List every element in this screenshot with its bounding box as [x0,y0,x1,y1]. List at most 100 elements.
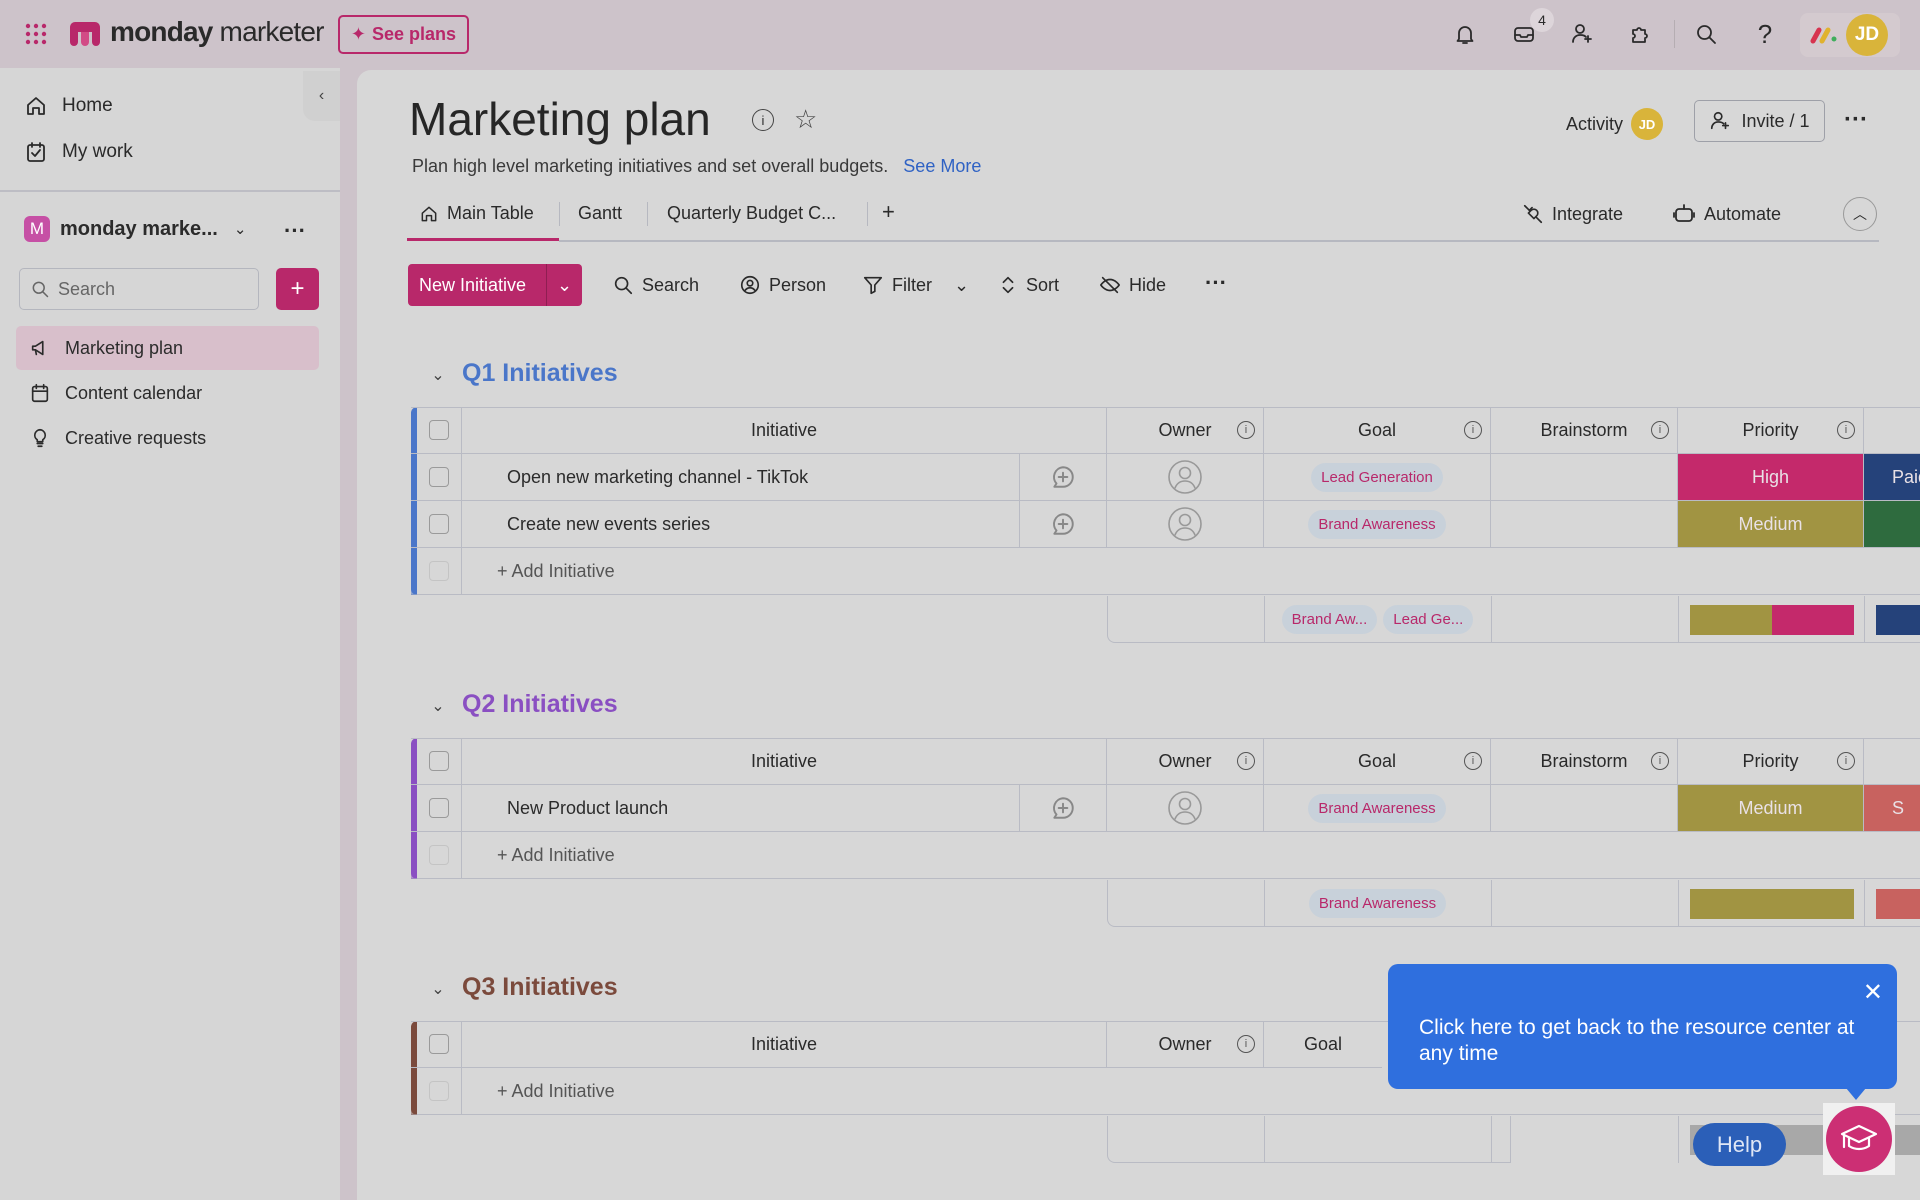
apps-grid-icon[interactable] [22,20,50,48]
row-checkbox-cell[interactable] [411,785,462,832]
collapse-group-chevron-icon[interactable]: ⌄ [431,367,445,384]
goal-cell[interactable]: Lead Generation [1264,454,1491,501]
row-checkbox-cell[interactable] [411,454,462,501]
help-button[interactable]: Help [1693,1123,1786,1166]
person-filter-button[interactable]: Person [739,274,826,296]
column-header-brainstorm[interactable]: Brainstorm i [1491,738,1678,785]
info-icon[interactable]: i [752,109,774,131]
puzzle-icon[interactable] [1624,18,1656,50]
group-title[interactable]: Q3 Initiatives [462,973,618,1001]
see-more-link[interactable]: See More [903,156,982,176]
info-icon[interactable]: i [1464,421,1482,439]
info-icon[interactable]: i [1237,1035,1255,1053]
sidebar-item-content-calendar[interactable]: Content calendar [16,371,319,415]
select-all-checkbox-cell[interactable] [411,738,462,785]
workspace-more-icon[interactable]: ··· [284,218,306,243]
board-more-icon[interactable]: ··· [1844,106,1868,133]
select-all-checkbox-cell[interactable] [411,407,462,454]
checkbox[interactable] [429,420,449,440]
star-icon[interactable]: ☆ [794,104,818,134]
inbox-icon[interactable] [1508,18,1540,50]
add-update-cell[interactable] [1020,454,1107,501]
priority-cell[interactable]: Medium [1678,501,1864,548]
checkbox[interactable] [429,798,449,818]
collapse-group-chevron-icon[interactable]: ⌄ [431,981,445,998]
brainstorm-cell[interactable] [1491,785,1678,832]
add-initiative-row[interactable]: + Add Initiative [462,548,1920,595]
add-view-button[interactable]: + [882,199,895,225]
info-icon[interactable]: i [1837,752,1855,770]
owner-cell[interactable] [1107,501,1264,548]
column-header-goal[interactable]: Goal i [1264,738,1491,785]
group-title[interactable]: Q1 Initiatives [462,359,618,387]
toolbar-more-icon[interactable]: ··· [1205,270,1227,295]
column-header-owner[interactable]: Owner i [1107,1021,1264,1068]
integrate-button[interactable]: Integrate [1522,203,1623,225]
goal-cell[interactable]: Brand Awareness [1264,501,1491,548]
priority-cell[interactable]: High [1678,454,1864,501]
tab-gantt[interactable]: Gantt [578,203,622,224]
checkbox[interactable] [429,751,449,771]
add-initiative-row[interactable]: + Add Initiative [462,1068,1920,1115]
resource-center-button[interactable] [1823,1103,1895,1175]
chevron-down-icon[interactable]: ⌄ [954,274,970,295]
see-plans-button[interactable]: ✦ See plans [338,15,469,54]
initiative-name-cell[interactable]: Create new events series [462,501,1020,548]
search-icon[interactable] [1690,18,1722,50]
sidebar-item-creative-requests[interactable]: Creative requests [16,416,319,460]
column-header-owner[interactable]: Owner i [1107,738,1264,785]
checkbox[interactable] [429,514,449,534]
column-header-priority[interactable]: Priority i [1678,407,1864,454]
help-icon[interactable]: ? [1757,18,1773,49]
add-item-button[interactable]: + [276,268,319,310]
bell-icon[interactable] [1449,18,1481,50]
info-icon[interactable]: i [1651,752,1669,770]
column-header-next[interactable] [1864,738,1920,785]
initiative-name-cell[interactable]: New Product launch [462,785,1020,832]
collapse-header-button[interactable]: ︿ [1843,197,1877,231]
initiative-name-cell[interactable]: Open new marketing channel - TikTok [462,454,1020,501]
select-all-checkbox-cell[interactable] [411,1021,462,1068]
automate-button[interactable]: Automate [1672,203,1781,225]
row-checkbox-cell[interactable] [411,501,462,548]
checkbox[interactable] [429,1034,449,1054]
add-update-cell[interactable] [1020,785,1107,832]
workspace-selector[interactable]: M monday marke... ⌄ [24,216,246,242]
status-cell[interactable]: Paid [1864,454,1920,501]
owner-cell[interactable] [1107,454,1264,501]
status-cell[interactable]: S [1864,785,1920,832]
info-icon[interactable]: i [1837,421,1855,439]
status-cell[interactable] [1864,501,1920,548]
sidebar-item-marketing-plan[interactable]: Marketing plan [16,326,319,370]
add-initiative-row[interactable]: + Add Initiative [462,832,1920,879]
nav-home[interactable]: Home [24,94,113,118]
sidebar-search-input[interactable]: Search [19,268,259,310]
column-header-next[interactable] [1864,407,1920,454]
goal-cell[interactable]: Brand Awareness [1264,785,1491,832]
column-header-goal[interactable]: Goal i [1264,407,1491,454]
collapse-sidebar-button[interactable]: ‹ [303,71,340,121]
checkbox[interactable] [429,467,449,487]
activity-button[interactable]: Activity JD [1566,108,1664,140]
collapse-group-chevron-icon[interactable]: ⌄ [431,698,445,715]
brainstorm-cell[interactable] [1491,454,1678,501]
column-header-initiative[interactable]: Initiative [462,1021,1107,1068]
close-icon[interactable]: ✕ [1862,979,1883,1006]
sort-button[interactable]: Sort [998,274,1059,296]
tab-quarterly-budget[interactable]: Quarterly Budget C... [667,203,836,224]
add-update-cell[interactable] [1020,501,1107,548]
info-icon[interactable]: i [1237,421,1255,439]
invite-person-icon[interactable] [1566,18,1598,50]
info-icon[interactable]: i [1651,421,1669,439]
filter-button[interactable]: Filter ⌄ [862,274,969,296]
owner-cell[interactable] [1107,785,1264,832]
info-icon[interactable]: i [1464,752,1482,770]
tab-main-table[interactable]: Main Table [419,203,534,224]
monday-logo[interactable] [68,18,102,48]
new-initiative-button[interactable]: New Initiative ⌄ [408,264,582,306]
priority-cell[interactable]: Medium [1678,785,1864,832]
info-icon[interactable]: i [1237,752,1255,770]
brainstorm-cell[interactable] [1491,501,1678,548]
column-header-initiative[interactable]: Initiative [462,407,1107,454]
column-header-initiative[interactable]: Initiative [462,738,1107,785]
